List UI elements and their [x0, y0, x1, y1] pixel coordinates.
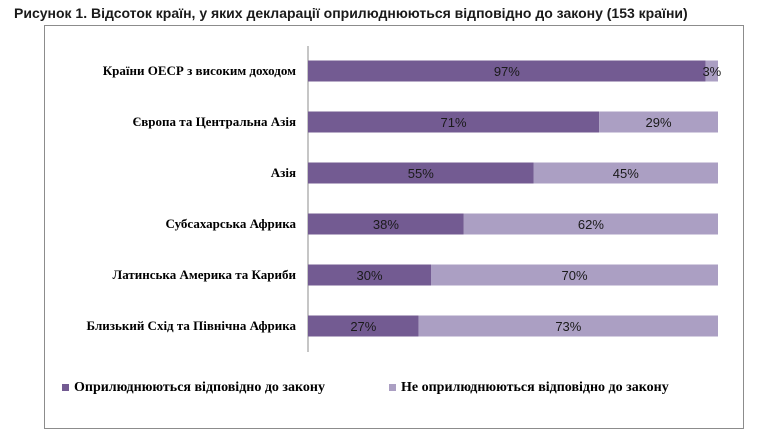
bar-not-published: [533, 162, 718, 184]
data-label: 38%: [373, 217, 399, 232]
bar-published: [308, 264, 431, 286]
legend-swatch: [389, 384, 396, 391]
legend-label: Оприлюднюються відповідно до закону: [74, 380, 325, 395]
data-label: 3%: [702, 64, 721, 79]
bar-published: [308, 111, 600, 133]
legend-swatch: [62, 384, 69, 391]
bar-not-published: [463, 213, 718, 235]
chart-title: Рисунок 1. Відсоток країн, у яких деклар…: [14, 5, 688, 21]
category-label: Європа та Центральна Азія: [132, 114, 296, 129]
bar-published: [308, 60, 706, 82]
data-label: 27%: [350, 319, 376, 334]
data-label: 45%: [613, 166, 639, 181]
category-label: Латинська Америка та Кариби: [113, 267, 297, 282]
bar-published: [308, 213, 464, 235]
category-label: Близький Схід та Північна Африка: [87, 318, 297, 333]
data-label: 30%: [356, 268, 382, 283]
bar-not-published: [418, 315, 718, 337]
legend-label: Не оприлюднюються відповідно до закону: [401, 380, 669, 395]
category-label: Субсахарська Африка: [166, 216, 297, 231]
data-label: 70%: [561, 268, 587, 283]
category-label: Країни ОЕСР з високим доходом: [103, 63, 296, 78]
data-label: 62%: [578, 217, 604, 232]
bar-published: [308, 315, 419, 337]
data-label: 29%: [646, 115, 672, 130]
data-label: 71%: [441, 115, 467, 130]
category-label: Азія: [271, 165, 296, 180]
bar-not-published: [599, 111, 718, 133]
bar-not-published: [705, 60, 718, 82]
data-label: 55%: [408, 166, 434, 181]
data-label: 73%: [555, 319, 581, 334]
legend: Оприлюднюються відповідно до закону Не оп…: [62, 380, 669, 395]
bars-group: Країни ОЕСР з високим доходом 97% 3% Європа…: [87, 46, 722, 352]
bar-not-published: [431, 264, 718, 286]
bar-published: [308, 162, 534, 184]
data-label: 97%: [494, 64, 520, 79]
chart-frame: [44, 25, 744, 429]
